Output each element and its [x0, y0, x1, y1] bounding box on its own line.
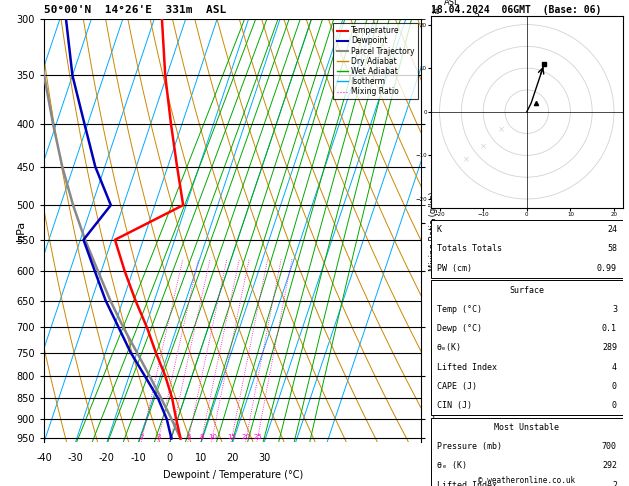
Text: kt: kt: [431, 7, 439, 16]
Text: $\times$: $\times$: [479, 142, 487, 151]
Text: Most Unstable: Most Unstable: [494, 423, 559, 432]
Text: 25: 25: [253, 434, 262, 440]
Text: CIN (J): CIN (J): [437, 401, 472, 410]
Text: 58: 58: [607, 244, 617, 253]
Text: 0: 0: [612, 401, 617, 410]
Text: 15: 15: [228, 434, 237, 440]
Text: $\times$: $\times$: [497, 124, 504, 134]
Text: km
ASL: km ASL: [444, 0, 459, 7]
Text: 4: 4: [169, 434, 173, 440]
Text: 24: 24: [607, 225, 617, 234]
Bar: [431, 220, 623, 278]
Legend: Temperature, Dewpoint, Parcel Trajectory, Dry Adiabat, Wet Adiabat, Isotherm, Mi: Temperature, Dewpoint, Parcel Trajectory…: [333, 23, 418, 99]
Text: Totals Totals: Totals Totals: [437, 244, 501, 253]
Text: 0: 0: [612, 382, 617, 391]
Text: -40: -40: [36, 453, 52, 463]
Text: 0: 0: [167, 453, 173, 463]
Text: 6: 6: [187, 434, 191, 440]
Text: © weatheronline.co.uk: © weatheronline.co.uk: [478, 476, 576, 485]
Text: 2: 2: [140, 434, 144, 440]
Text: 0.1: 0.1: [602, 324, 617, 333]
Text: 0.99: 0.99: [597, 263, 617, 273]
Text: K: K: [437, 225, 442, 234]
Text: θₑ (K): θₑ (K): [437, 461, 467, 470]
Text: -20: -20: [99, 453, 115, 463]
Text: 10: 10: [195, 453, 208, 463]
Text: hPa: hPa: [16, 221, 26, 241]
Text: Dewp (°C): Dewp (°C): [437, 324, 482, 333]
Text: 20: 20: [226, 453, 239, 463]
Bar: [431, 418, 623, 486]
Text: CAPE (J): CAPE (J): [437, 382, 477, 391]
Text: -10: -10: [130, 453, 147, 463]
Text: Pressure (mb): Pressure (mb): [437, 442, 501, 451]
Bar: [431, 280, 623, 415]
Text: Dewpoint / Temperature (°C): Dewpoint / Temperature (°C): [163, 470, 303, 480]
Text: 700: 700: [602, 442, 617, 451]
Text: 18.04.2024  06GMT  (Base: 06): 18.04.2024 06GMT (Base: 06): [431, 5, 601, 15]
Text: 30: 30: [258, 453, 270, 463]
Text: 50°00'N  14°26'E  331m  ASL: 50°00'N 14°26'E 331m ASL: [44, 5, 226, 15]
Text: Lifted Index: Lifted Index: [437, 363, 497, 372]
Text: -30: -30: [67, 453, 84, 463]
Text: 3: 3: [612, 305, 617, 314]
Text: 3: 3: [157, 434, 161, 440]
Text: Temp (°C): Temp (°C): [437, 305, 482, 314]
Text: 8: 8: [199, 434, 204, 440]
Text: 2: 2: [612, 481, 617, 486]
Text: θₑ(K): θₑ(K): [437, 343, 462, 352]
Text: Mixing Ratio (g/kg): Mixing Ratio (g/kg): [429, 191, 438, 271]
Text: 20: 20: [242, 434, 251, 440]
Text: Lifted Index: Lifted Index: [437, 481, 497, 486]
Text: $\times$: $\times$: [462, 155, 470, 164]
Text: 289: 289: [602, 343, 617, 352]
Text: 4: 4: [612, 363, 617, 372]
Text: Surface: Surface: [509, 286, 544, 295]
Text: 10: 10: [208, 434, 217, 440]
Text: 292: 292: [602, 461, 617, 470]
Text: PW (cm): PW (cm): [437, 263, 472, 273]
